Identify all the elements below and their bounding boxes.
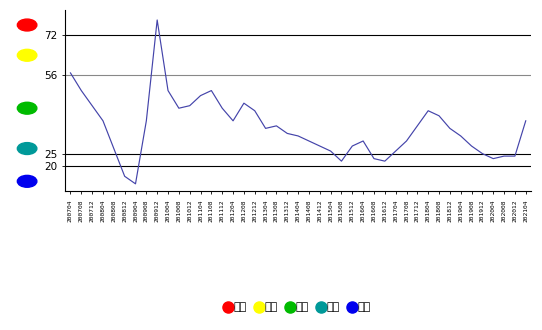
Legend: 过热, 偏热, 正常, 偏冷, 过冷: 过热, 偏热, 正常, 偏冷, 过冷 xyxy=(221,298,376,316)
